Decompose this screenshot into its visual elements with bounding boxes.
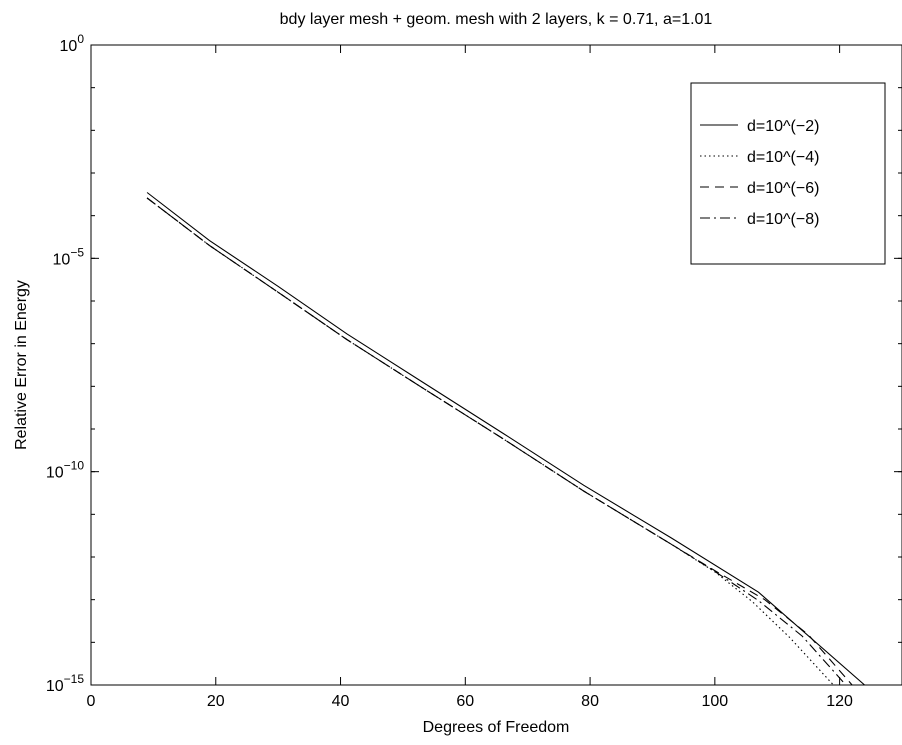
y-tick-label: 10−10: [46, 459, 84, 482]
y-tick-exponent: −10: [64, 459, 85, 473]
series-line-4: [146, 197, 847, 685]
plot-area: [90, 44, 902, 686]
x-tick-label: 80: [581, 693, 599, 710]
series-line-2: [146, 197, 834, 685]
legend-box: [690, 82, 886, 265]
legend-label-3: d=10^(−6): [747, 180, 819, 197]
y-tick-label: 10−5: [53, 245, 85, 268]
y-tick-exponent: −15: [64, 672, 85, 686]
y-tick-base: 10: [46, 678, 64, 695]
chart-title: bdy layer mesh + geom. mesh with 2 layer…: [280, 11, 713, 28]
y-tick-base: 10: [46, 465, 64, 482]
x-axis-ticks: 0 20 40 60 80 100 120: [87, 45, 853, 710]
x-tick-label: 60: [456, 693, 474, 710]
x-tick-label: 20: [207, 693, 225, 710]
legend: d=10^(−2) d=10^(−4) d=10^(−6) d=10^(−8): [690, 82, 886, 265]
series-line-1: [146, 192, 865, 685]
legend-label-4: d=10^(−8): [747, 211, 819, 228]
x-tick-label: 120: [826, 693, 853, 710]
y-tick-label: 100: [60, 32, 85, 55]
y-axis-label: Relative Error in Energy: [13, 280, 30, 450]
x-axis-label: Degrees of Freedom: [423, 719, 570, 736]
y-tick-exponent: −5: [70, 245, 84, 259]
x-tick-label: 40: [332, 693, 350, 710]
y-tick-exponent: 0: [77, 32, 84, 46]
y-tick-label: 10−15: [46, 672, 84, 695]
legend-label-2: d=10^(−4): [747, 149, 819, 166]
legend-label-1: d=10^(−2): [747, 118, 819, 135]
x-tick-label: 0: [87, 693, 96, 710]
x-tick-label: 100: [701, 693, 728, 710]
y-tick-base: 10: [60, 38, 78, 55]
y-tick-base: 10: [53, 251, 71, 268]
series-lines: [146, 192, 865, 685]
